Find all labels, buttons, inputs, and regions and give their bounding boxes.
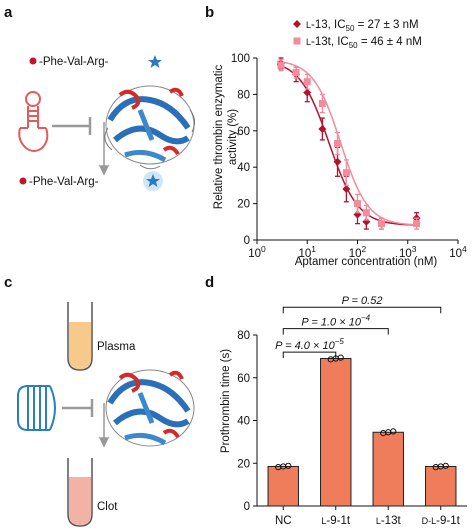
inhibition-symbol [52, 117, 92, 135]
data-point-diamond [342, 185, 351, 194]
data-point-square [303, 78, 311, 86]
clotting-arrow-icon [98, 403, 110, 448]
replicate-point [442, 462, 449, 469]
y-tick-label: 0 [244, 235, 250, 247]
y-tick-label: 60 [237, 126, 250, 138]
x-tick-label: 104 [449, 244, 467, 260]
y-tick-label: 0 [244, 501, 250, 513]
x-tick-label: 101 [298, 244, 316, 260]
replicate-point [285, 462, 292, 469]
x-tick-label: 102 [349, 244, 367, 260]
data-point-diamond [333, 157, 342, 166]
x-tick-label: 100 [248, 244, 266, 260]
y-axis-title-line1: Relative thrombin enzymatic [213, 65, 225, 210]
prothrombin-bar-chart: Prothrombin time (s) 0 20 40 60 80 NC L-9-1t L-… [220, 295, 467, 527]
fluorophore-star-icon [148, 55, 162, 68]
y-tick-label: 40 [237, 162, 250, 174]
significance-bracket [282, 306, 442, 314]
thrombin-protein-icon [104, 85, 196, 170]
significance-label: P = 1.0 × 10−4 [301, 314, 370, 329]
scheme-a: -Phe-Val-Arg- -Phe-Val-Arg- [18, 55, 196, 191]
fit-curve-l-13 [276, 63, 419, 226]
y-axis-title: Prothrombin time (s) [220, 349, 232, 453]
data-point-square [342, 169, 350, 177]
panel-label-b: b [205, 4, 215, 21]
bars [267, 354, 457, 507]
reaction-arrow-icon [98, 122, 110, 176]
x-tick-label: L-9-1t [321, 515, 350, 527]
y-tick-label: 80 [237, 330, 250, 342]
y-tick-label: 40 [237, 416, 250, 428]
plasma-tube-icon [67, 302, 93, 371]
significance-label: P = 0.52 [342, 295, 383, 307]
x-tick-label: 103 [399, 244, 417, 260]
data-point-square [362, 209, 370, 217]
data-points [276, 57, 421, 230]
chart-axes: 0 20 40 60 80 100 100 101 102 103 104 [231, 53, 467, 260]
y-tick-label: 60 [237, 373, 250, 385]
panel-label-a: a [4, 4, 13, 21]
substrate-label-group: -Phe-Val-Arg- [29, 55, 162, 68]
data-point-square [277, 61, 285, 69]
panel-label-c: c [4, 274, 13, 291]
data-point-diamond [303, 88, 312, 97]
data-point-square [354, 200, 361, 208]
significance-label: P = 4.0 × 10−5 [275, 337, 344, 352]
data-point-square [334, 140, 342, 148]
x-axis-title: Aptamer concentration (nM) [295, 256, 438, 268]
bar-nc [267, 465, 299, 507]
y-tick-label: 80 [237, 89, 250, 101]
data-point-square [318, 100, 326, 107]
significance-brackets: P = 4.0 × 10−5 P = 1.0 × 10−4 P = 0.52 [275, 295, 442, 359]
legend-entry: L-13t, IC50 = 46 ± 4 nM [306, 36, 422, 50]
dose-response-chart: Relative thrombin enzymatic activity (%)… [213, 19, 467, 268]
released-fluorophore-star-icon [146, 174, 160, 187]
panel-label-d: d [205, 274, 215, 291]
data-point-square [292, 69, 300, 77]
data-point-diamond [318, 124, 327, 133]
y-axis-title-line2: activity (%) [227, 109, 239, 165]
legend-marker-diamond [293, 20, 301, 28]
data-point-square [377, 220, 385, 228]
chart-axes: 0 20 40 60 80 NC L-9-1t L-13t D-L-9-1t [237, 330, 467, 527]
x-tick-label: D-L-9-1t [422, 515, 461, 527]
bar-l-13t [372, 431, 404, 507]
scheme-c: Plasma Clot [17, 302, 195, 527]
replicate-point [337, 354, 344, 361]
clot-tube-icon [67, 458, 93, 527]
significance-bracket [282, 351, 337, 359]
substrate-bead-icon [29, 57, 37, 65]
product-bead-icon [19, 177, 27, 185]
thrombin-protein-icon-c [105, 369, 195, 447]
plasma-label: Plasma [97, 341, 136, 353]
significance-bracket [282, 328, 389, 335]
bar-l-9-1t [320, 358, 352, 507]
fit-curves [276, 60, 419, 226]
replicate-point [390, 428, 397, 435]
x-tick-label: L-13t [376, 515, 402, 527]
aptamer-blue-icon [17, 385, 56, 431]
x-tick-label: NC [275, 515, 292, 527]
y-tick-label: 20 [237, 199, 250, 211]
aptamer-red-icon [18, 91, 49, 152]
legend-entry: L-13, IC50 = 27 ± 3 nM [306, 19, 419, 33]
bar-d-l-9-1t [425, 465, 457, 507]
data-point-square [413, 220, 421, 228]
substrate-label: -Phe-Val-Arg- [39, 56, 109, 68]
product-label-group: -Phe-Val-Arg- [19, 171, 163, 191]
clot-label: Clot [97, 501, 118, 513]
legend: L-13, IC50 = 27 ± 3 nM L-13t, IC50 = 46 ±… [293, 19, 422, 50]
y-tick-label: 20 [237, 458, 250, 470]
inhibition-symbol-c [62, 399, 94, 417]
product-label: -Phe-Val-Arg- [29, 176, 99, 188]
fit-curve-l-13t [276, 60, 419, 226]
y-tick-label: 100 [231, 53, 250, 65]
legend-marker-square [293, 37, 301, 45]
